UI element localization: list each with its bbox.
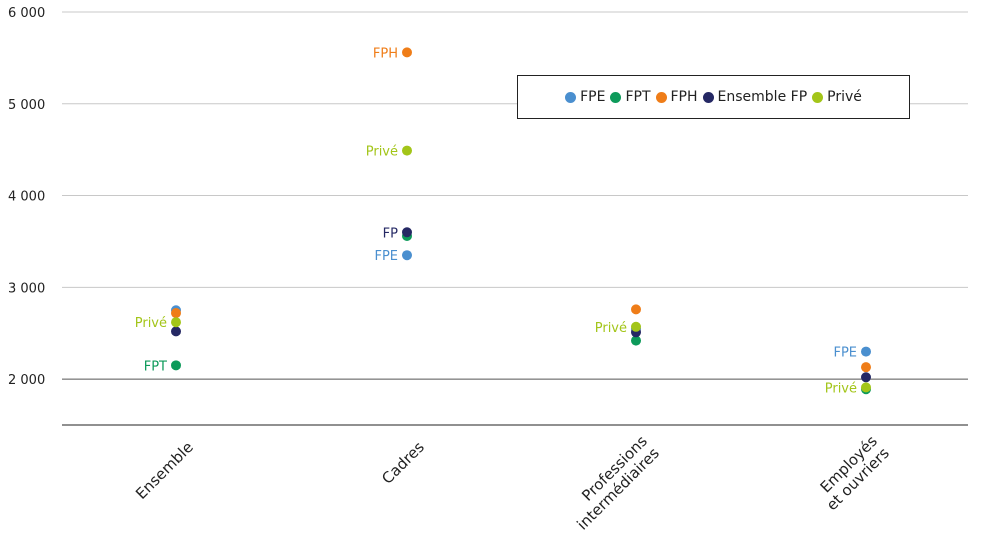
legend-label: Ensemble FP xyxy=(717,89,808,105)
y-tick-label: 4 000 xyxy=(8,190,45,205)
legend-dot-icon xyxy=(812,91,824,103)
legend-dot-icon xyxy=(655,91,667,103)
data-point-ensemble-fp xyxy=(171,326,181,337)
y-tick-label: 2 000 xyxy=(8,373,45,388)
point-annotation: FP xyxy=(383,226,398,241)
data-point-priv- xyxy=(631,321,641,332)
point-annotation: Privé xyxy=(595,321,627,336)
y-tick-label: 3 000 xyxy=(8,281,45,296)
data-point-fpe xyxy=(402,250,412,261)
data-point-fpe xyxy=(861,346,871,357)
legend-dot-icon xyxy=(565,91,577,103)
point-annotation: Privé xyxy=(135,316,167,331)
data-point-fph xyxy=(861,362,871,373)
data-point-priv- xyxy=(402,145,412,156)
legend-item: FPH xyxy=(655,89,698,105)
legend-item: Ensemble FP xyxy=(702,89,808,105)
data-point-priv- xyxy=(171,317,181,328)
y-tick-label: 5 000 xyxy=(8,98,45,113)
point-annotation: Privé xyxy=(825,381,857,396)
x-tick-label: Ensemble xyxy=(132,438,197,503)
point-annotation: FPE xyxy=(374,249,398,264)
data-point-fpt xyxy=(171,360,181,371)
point-annotation: FPT xyxy=(144,359,167,374)
point-annotation: FPE xyxy=(833,346,857,361)
chart-legend: FPE FPT FPH Ensemble FP Privé xyxy=(517,75,910,119)
data-point-fph xyxy=(631,304,641,315)
y-tick-label: 6 000 xyxy=(8,6,45,21)
x-tick-label: Professionsintermédiaires xyxy=(561,432,663,534)
data-point-ensemble-fp xyxy=(861,372,871,383)
data-point-fph xyxy=(402,47,412,58)
legend-item: Privé xyxy=(812,89,862,105)
legend-label: FPT xyxy=(625,89,651,105)
point-annotation: FPH xyxy=(373,46,398,61)
legend-label: Privé xyxy=(827,89,862,105)
x-tick-label: Employéset ouvriers xyxy=(811,432,893,514)
legend-label: FPE xyxy=(580,89,606,105)
data-point-ensemble-fp xyxy=(402,227,412,238)
legend-item: FPE xyxy=(565,89,605,105)
point-annotation: Privé xyxy=(366,145,398,160)
legend-dot-icon xyxy=(610,91,622,103)
data-point-priv- xyxy=(861,382,871,393)
x-tick-label: Cadres xyxy=(378,438,428,488)
legend-label: FPH xyxy=(670,89,698,105)
data-point-fpt xyxy=(631,335,641,346)
data-point-fph xyxy=(171,308,181,319)
legend-dot-icon xyxy=(702,91,714,103)
legend-item: FPT xyxy=(610,89,651,105)
